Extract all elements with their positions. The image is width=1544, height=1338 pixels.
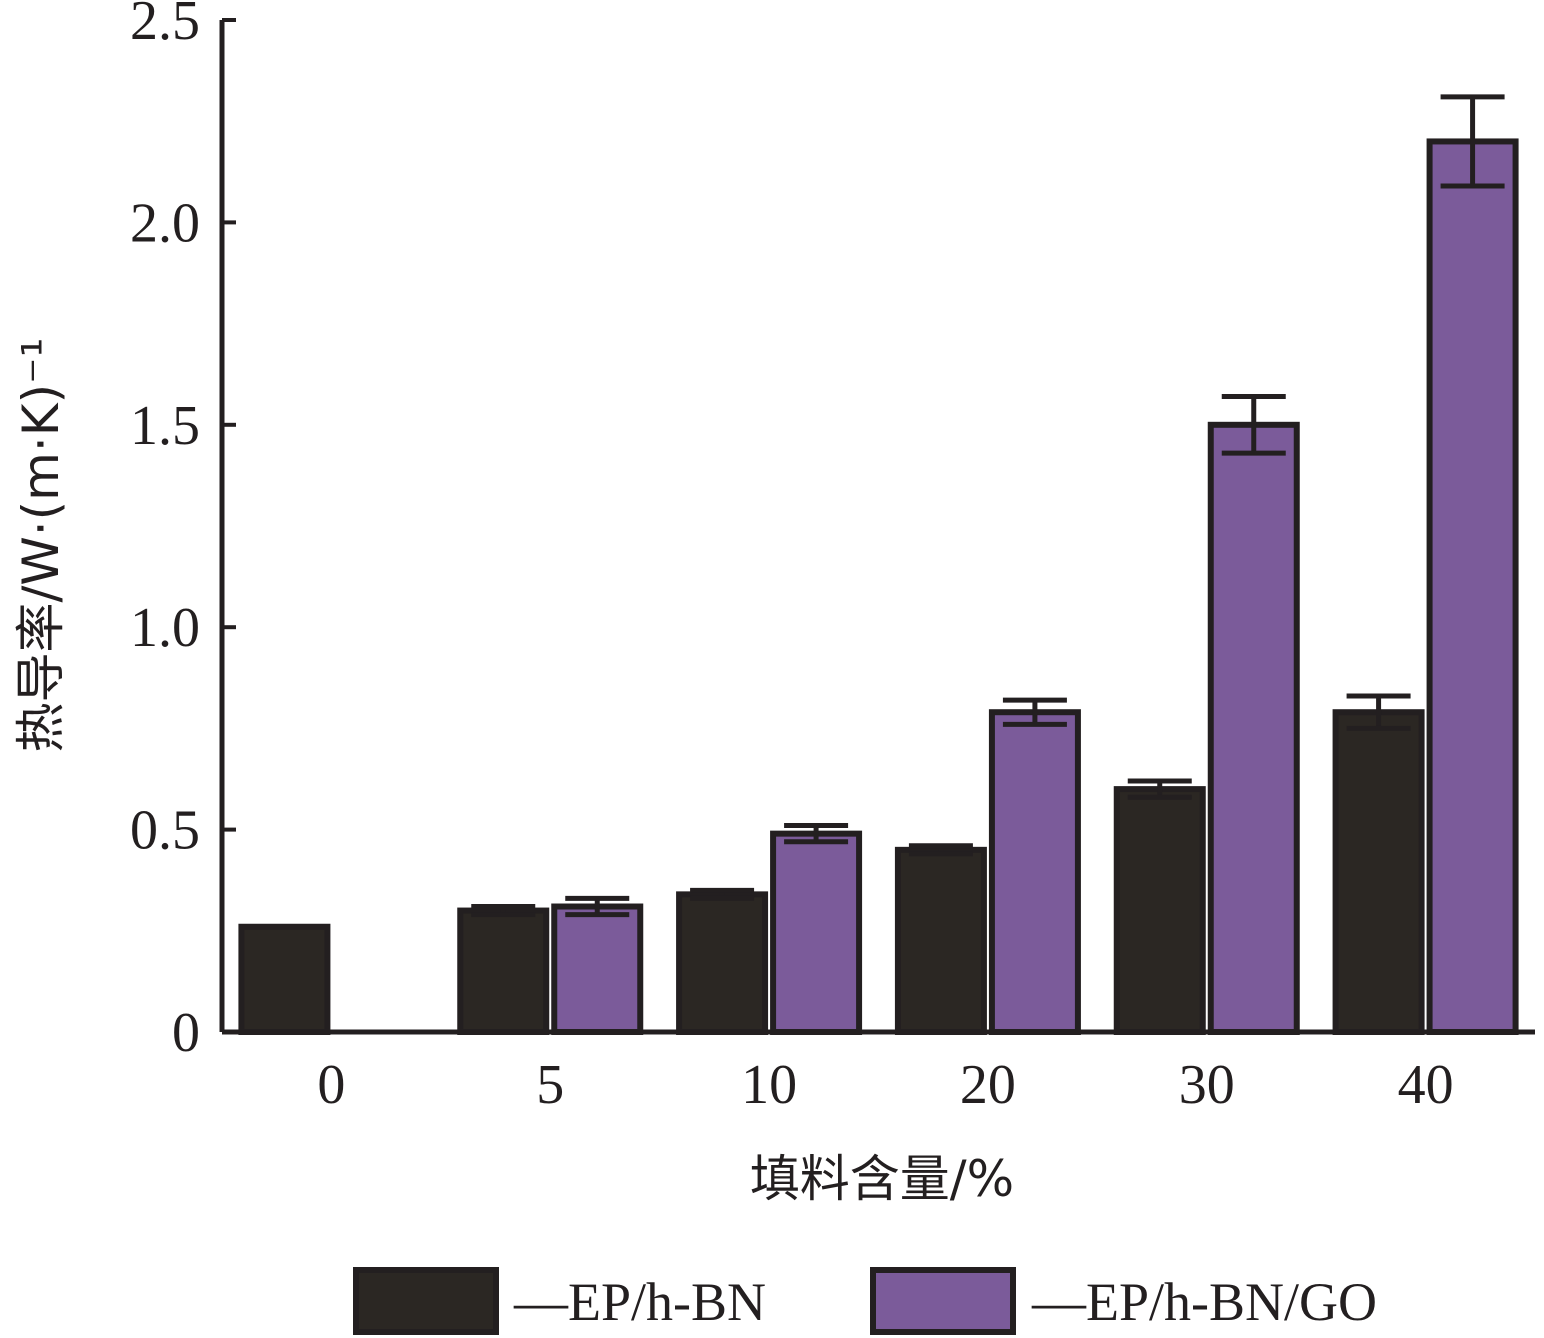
bar-ep-hbn-go — [770, 830, 863, 1036]
legend-swatch — [353, 1267, 499, 1335]
legend-swatch — [870, 1267, 1016, 1335]
legend-label: —EP/h-BN/GO — [1031, 1272, 1377, 1332]
y-tick-label: 2.5 — [130, 0, 200, 52]
bar-ep-hbn-go — [988, 709, 1081, 1035]
y-tick-label: 0.5 — [130, 800, 200, 862]
x-tick-label: 5 — [536, 1054, 564, 1116]
bar-ep-hbn-go — [1207, 421, 1300, 1035]
bar-ep-hbn-go — [551, 903, 644, 1036]
x-tick-label: 30 — [1179, 1054, 1235, 1116]
x-ticks: 0 5 10 20 30 40 — [317, 1054, 1453, 1116]
y-tick-label: 1.0 — [130, 597, 200, 659]
x-tick-label: 20 — [960, 1054, 1016, 1116]
bar-ep-hbn — [457, 907, 550, 1035]
x-axis-title: 填料含量/% — [750, 1150, 1014, 1208]
y-tick-label: 1.5 — [130, 395, 200, 457]
y-axis-title: 热导率/W·(m·K)⁻¹ — [12, 337, 70, 752]
bars-layer — [238, 94, 1519, 1036]
y-tick-label: 2.0 — [130, 192, 200, 254]
legend-label: —EP/h-BN — [513, 1272, 766, 1332]
bar-ep-hbn — [238, 923, 331, 1036]
bar-ep-hbn-go — [1426, 138, 1519, 1035]
bar-ep-hbn — [1113, 786, 1206, 1035]
axes-layer — [219, 20, 1535, 1035]
y-tick-label: 0 — [172, 1002, 200, 1064]
y-ticks: 0 0.5 1.0 1.5 2.0 2.5 — [130, 0, 236, 1064]
x-tick-label: 0 — [317, 1054, 345, 1116]
legend: —EP/h-BN —EP/h-BN/GO — [353, 1267, 1377, 1335]
x-tick-label: 40 — [1398, 1054, 1454, 1116]
x-tick-label: 10 — [741, 1054, 797, 1116]
bar-ep-hbn — [1332, 709, 1425, 1035]
bar-ep-hbn — [894, 846, 987, 1036]
bar-ep-hbn — [676, 891, 769, 1035]
